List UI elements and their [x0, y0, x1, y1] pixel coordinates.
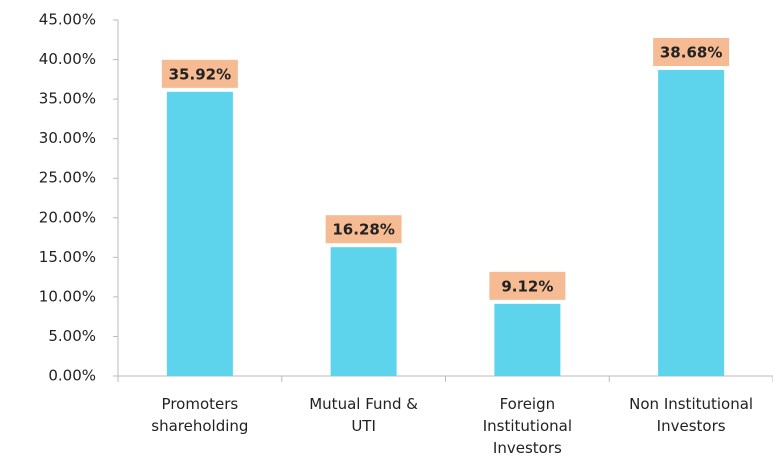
y-tick-label: 40.00%	[39, 50, 96, 68]
data-label-box	[325, 215, 402, 244]
y-tick-label: 5.00%	[48, 327, 96, 345]
bar	[494, 303, 561, 376]
x-tick-label: Promoters shareholding	[151, 395, 249, 435]
x-tick-label: Non Institutional Investors	[629, 395, 754, 435]
x-tick-label: Mutual Fund & UTI	[309, 395, 419, 435]
y-tick-label: 35.00%	[39, 90, 96, 108]
y-tick-label: 0.00%	[48, 367, 96, 385]
x-tick-label: Foreign Institutional Investors	[482, 395, 573, 457]
y-tick-label: 20.00%	[39, 208, 96, 226]
data-label-box	[489, 271, 566, 300]
data-label: 38.68%	[660, 43, 722, 61]
data-label: 9.12%	[501, 277, 553, 295]
y-tick-label: 15.00%	[39, 248, 96, 266]
bar	[166, 91, 233, 376]
bar	[658, 69, 725, 376]
y-tick-label: 30.00%	[39, 129, 96, 147]
y-tick-label: 25.00%	[39, 169, 96, 187]
y-tick-label: 10.00%	[39, 287, 96, 305]
data-label-box	[653, 37, 730, 66]
data-label-box	[161, 59, 238, 88]
bar	[330, 247, 397, 376]
data-label: 16.28%	[332, 221, 394, 239]
y-tick-label: 45.00%	[39, 11, 96, 29]
data-label: 35.92%	[169, 65, 231, 83]
